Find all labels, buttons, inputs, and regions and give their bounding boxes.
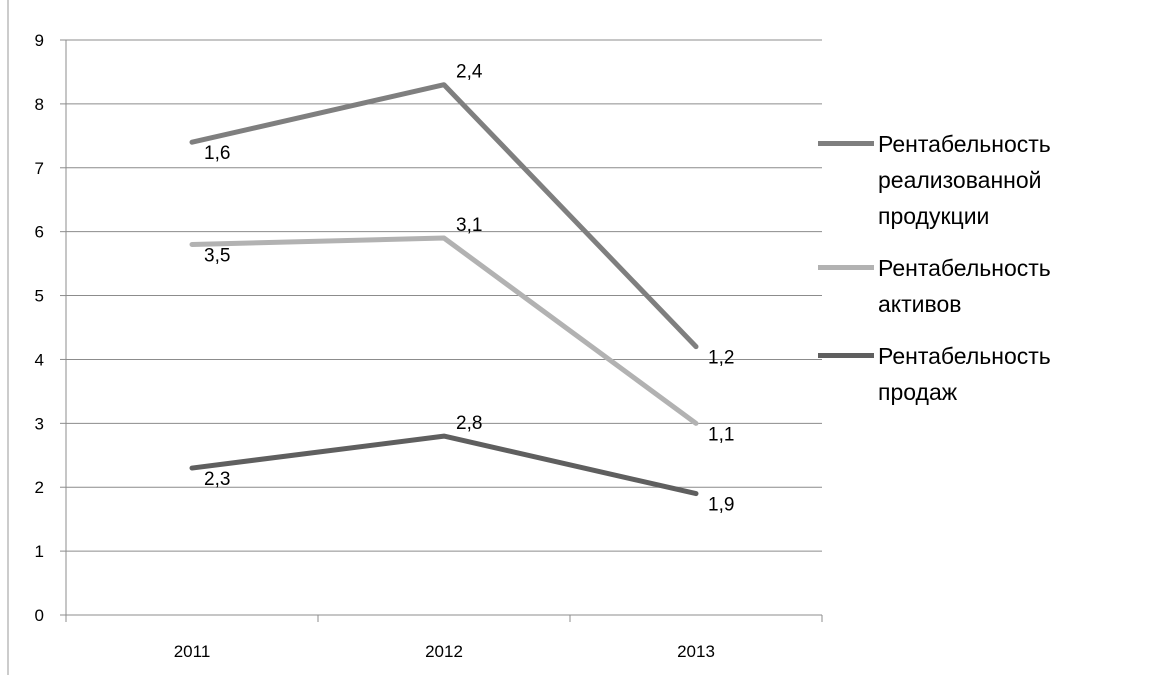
series-lines (189, 82, 699, 497)
y-tick-label: 1 (35, 542, 44, 561)
gridlines (66, 39, 822, 552)
y-tick-label: 3 (35, 414, 44, 433)
y-tick-label: 5 (35, 287, 44, 306)
legend-item-assets[interactable]: Рентабельность активов (818, 250, 1138, 322)
data-label: 2,3 (204, 469, 230, 490)
data-labels: 1,6 2,4 1,2 3,5 3,1 1,1 2,3 2,8 1,9 (204, 62, 734, 516)
series-line (189, 82, 699, 350)
data-label: 2,8 (456, 413, 482, 434)
x-tick-label: 2011 (174, 642, 211, 661)
legend-label: Рентабельность продаж (878, 343, 1051, 405)
y-tick-label: 4 (35, 350, 44, 369)
legend-swatch (818, 265, 874, 270)
axes: 0 1 2 3 4 5 6 7 8 9 2011 2012 2013 (35, 31, 823, 661)
data-label: 1,1 (708, 424, 734, 445)
y-tick-label: 2 (35, 478, 44, 497)
y-tick-label: 0 (35, 606, 44, 625)
data-label: 2,4 (456, 62, 483, 83)
legend-item-sales-products[interactable]: Рентабельность реализованной продукции (818, 126, 1138, 234)
x-tick-label: 2012 (425, 642, 463, 661)
data-label: 1,9 (708, 495, 734, 516)
data-label: 1,2 (708, 348, 734, 369)
legend-swatch (818, 353, 874, 358)
data-label: 3,5 (204, 245, 230, 266)
data-label: 1,6 (204, 143, 230, 164)
legend: Рентабельность реализованной продукции Р… (818, 126, 1138, 426)
data-label: 3,1 (456, 215, 482, 236)
y-tick-label: 9 (35, 31, 44, 50)
y-tick-label: 7 (35, 159, 44, 178)
series-line (189, 235, 699, 426)
series-line (189, 433, 699, 497)
x-tick-label: 2013 (677, 642, 715, 661)
legend-item-sales[interactable]: Рентабельность продаж (818, 338, 1138, 410)
legend-label: Рентабельность активов (878, 255, 1051, 317)
y-tick-label: 6 (35, 223, 44, 242)
y-tick-label: 8 (35, 95, 44, 114)
legend-swatch (818, 141, 874, 146)
legend-label: Рентабельность реализованной продукции (878, 131, 1051, 229)
